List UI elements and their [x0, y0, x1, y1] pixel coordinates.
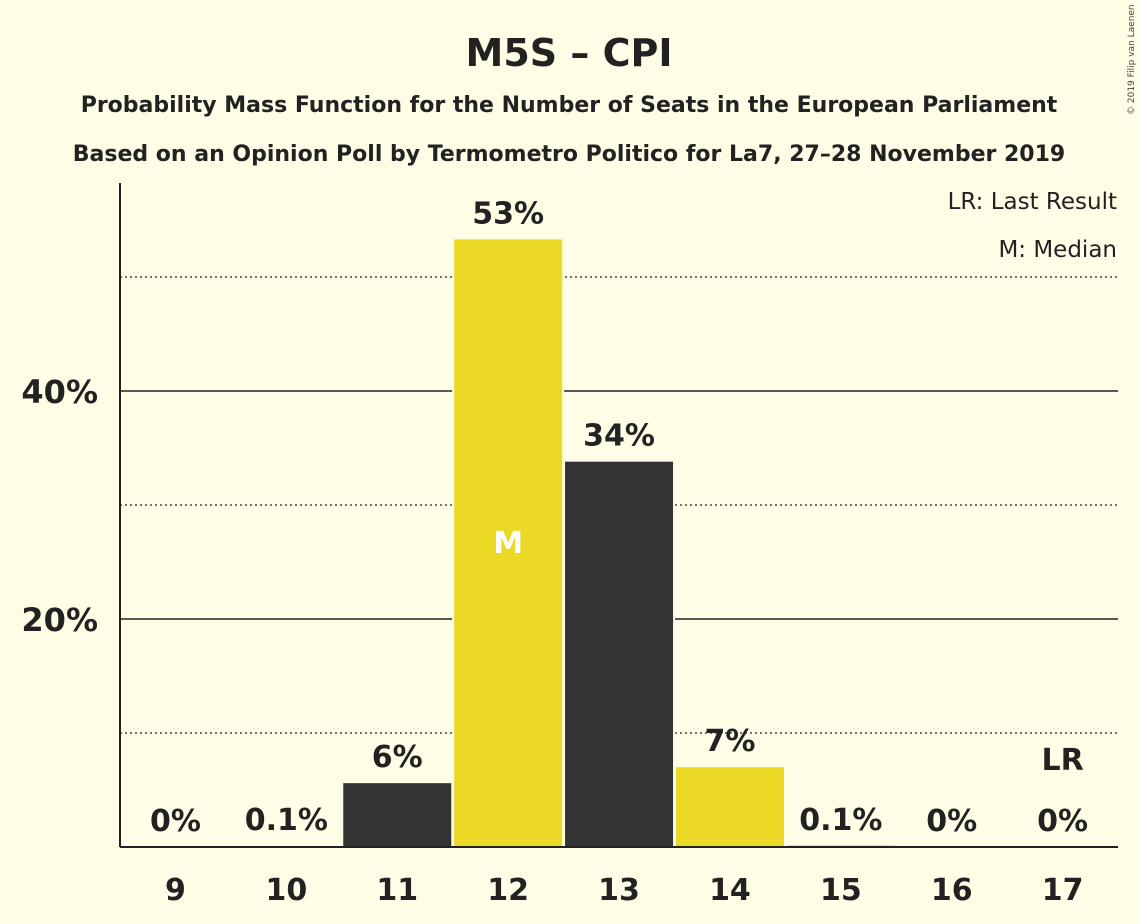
chart-subtitle-line-1: Probability Mass Function for the Number…	[81, 93, 1058, 118]
bar-14	[675, 767, 784, 847]
x-tick-9: 9	[165, 873, 186, 908]
bar-markers: M LR	[493, 526, 1084, 778]
legend-median: M: Median	[998, 237, 1117, 263]
x-tick-14: 14	[709, 873, 751, 908]
copyright-notice: © 2019 Filip van Laenen	[1127, 4, 1137, 115]
axes	[119, 183, 1118, 848]
x-tick-11: 11	[376, 873, 418, 908]
data-label-17: 0%	[1037, 804, 1088, 839]
data-label-13: 34%	[583, 419, 655, 454]
y-tick-40: 40%	[21, 373, 98, 411]
data-label-12: 53%	[472, 196, 544, 231]
legend-last-result: LR: Last Result	[948, 189, 1117, 215]
data-label-14: 7%	[704, 724, 755, 759]
chart-subtitle-line-2: Based on an Opinion Poll by Termometro P…	[73, 142, 1065, 167]
median-marker: M	[493, 526, 523, 561]
data-label-9: 0%	[150, 804, 201, 839]
data-labels: 0% 0.1% 6% 53% 34% 7% 0.1% 0% 0%	[150, 196, 1088, 839]
bar-11	[343, 783, 452, 847]
x-tick-16: 16	[931, 873, 973, 908]
x-tick-labels: 9 10 11 12 13 14 15 16 17	[165, 873, 1084, 908]
plot-area: 20% 40% 9 10 11 12 13 14 15 16 17 0% 0.1% 6% 53% 34% 7…	[21, 183, 1118, 908]
chart-title: M5S – CPI	[466, 31, 673, 75]
data-label-10: 0.1%	[245, 803, 328, 838]
y-tick-20: 20%	[21, 601, 98, 639]
data-label-15: 0.1%	[799, 803, 882, 838]
bar-13	[565, 461, 674, 847]
x-tick-13: 13	[598, 873, 640, 908]
x-tick-12: 12	[487, 873, 529, 908]
data-label-16: 0%	[926, 804, 977, 839]
data-label-11: 6%	[372, 740, 423, 775]
bar-12	[454, 239, 563, 847]
x-tick-17: 17	[1042, 873, 1084, 908]
last-result-marker: LR	[1042, 743, 1084, 778]
x-tick-10: 10	[265, 873, 307, 908]
bars	[230, 239, 897, 847]
y-tick-labels: 20% 40%	[21, 373, 98, 639]
x-tick-15: 15	[820, 873, 862, 908]
